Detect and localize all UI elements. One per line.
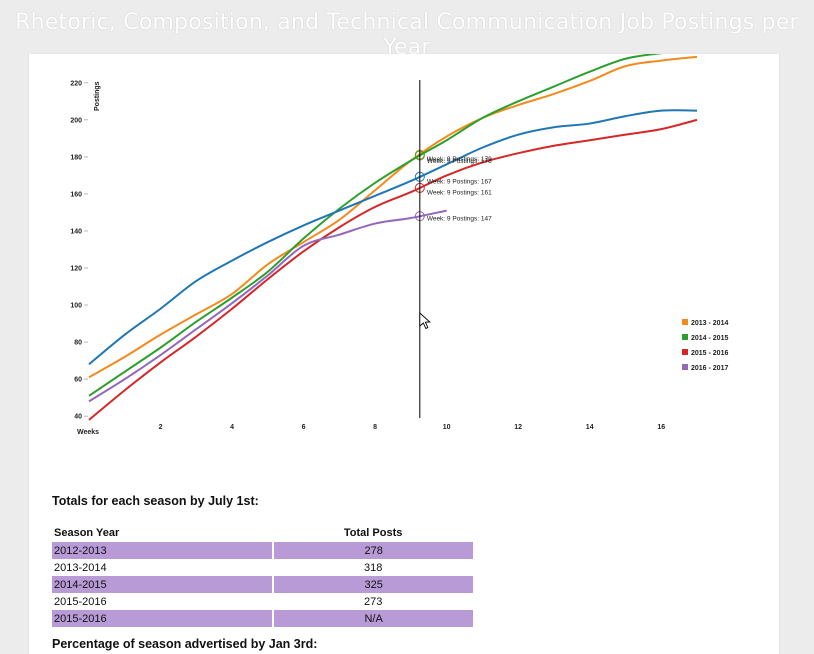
page-title: Rhetoric, Composition, and Technical Com… xyxy=(15,10,799,60)
legend-swatch xyxy=(682,364,688,370)
y-tick-label: 220 xyxy=(70,80,82,87)
y-axis-label: Postings xyxy=(94,81,101,111)
hover-annotation: Week: 9 Postings: 178 xyxy=(427,158,492,165)
season-year-cell: 2013-2014 xyxy=(54,561,107,574)
total-posts-cell: 325 xyxy=(273,576,473,593)
table-row: 2012-2013 278 xyxy=(52,542,473,559)
hover-annotation: Week: 9 Postings: 179 xyxy=(427,156,492,163)
y-tick-label: 120 xyxy=(70,266,82,273)
legend-label: 2013 - 2014 xyxy=(691,320,728,327)
x-tick-label: 12 xyxy=(514,424,522,431)
legend-label: 2015 - 2016 xyxy=(691,350,728,357)
season-year-cell: 2015-2016 xyxy=(54,595,107,608)
hover-annotation: Week: 9 Postings: 161 xyxy=(427,190,492,197)
legend-swatch xyxy=(682,319,688,325)
y-tick-label: 140 xyxy=(70,228,82,235)
y-tick-label: 180 xyxy=(70,154,82,161)
legend-label: 2016 - 2017 xyxy=(691,365,728,372)
totals-header-row: Season Year Total Posts xyxy=(52,524,473,542)
y-tick-label: 160 xyxy=(70,191,82,198)
hover-annotation: Week: 9 Postings: 147 xyxy=(427,216,492,223)
x-tick-label: 8 xyxy=(373,424,377,431)
header-total-posts: Total Posts xyxy=(343,527,403,539)
legend-swatch xyxy=(682,334,688,340)
table-row: 2015-2016 273 xyxy=(52,593,473,610)
x-tick-label: 16 xyxy=(657,424,665,431)
legend-swatch xyxy=(682,349,688,355)
y-tick-label: 60 xyxy=(74,377,82,384)
totals-heading: Totals for each season by July 1st: xyxy=(52,494,259,508)
x-tick-label: 4 xyxy=(230,424,234,431)
totals-table: Season Year Total Posts 2012-2013 278 20… xyxy=(52,524,473,627)
season-year-cell: 2015-2016 xyxy=(52,610,275,627)
x-tick-label: 6 xyxy=(302,424,306,431)
series-line xyxy=(88,55,698,379)
table-row: 2014-2015 325 xyxy=(52,576,473,593)
x-axis-label: Weeks xyxy=(77,429,99,434)
x-tick-label: 2 xyxy=(159,424,163,431)
series-line xyxy=(88,118,698,421)
x-tick-label: 10 xyxy=(443,424,451,431)
season-year-cell: 2012-2013 xyxy=(52,542,275,559)
total-posts-cell: 273 xyxy=(363,595,383,608)
legend-label: 2014 - 2015 xyxy=(691,335,728,342)
line-chart[interactable]: 40 60 80 100 120 140 160 180 200 220 2 4 6 8 10 12 14 16 W… xyxy=(29,54,779,434)
hover-annotation: Week: 9 Postings: 167 xyxy=(427,178,492,185)
series-line xyxy=(88,109,698,366)
total-posts-cell: N/A xyxy=(273,610,473,627)
series-line xyxy=(88,54,663,397)
header-season-year: Season Year xyxy=(54,527,120,539)
y-tick-label: 100 xyxy=(70,303,82,310)
percentage-heading: Percentage of season advertised by Jan 3… xyxy=(52,637,318,651)
table-row: 2013-2014 318 xyxy=(52,559,473,576)
y-tick-label: 200 xyxy=(70,117,82,124)
series-line xyxy=(88,209,447,403)
table-row: 2015-2016 N/A xyxy=(52,610,473,627)
total-posts-cell: 278 xyxy=(273,542,473,559)
y-tick-label: 80 xyxy=(74,340,82,347)
mouse-cursor-icon xyxy=(419,311,431,330)
chart-card: 40 60 80 100 120 140 160 180 200 220 2 4 6 8 10 12 14 16 W… xyxy=(29,54,779,654)
total-posts-cell: 318 xyxy=(363,561,383,574)
y-tick-label: 40 xyxy=(74,414,82,421)
season-year-cell: 2014-2015 xyxy=(52,576,275,593)
x-tick-label: 14 xyxy=(586,424,594,431)
